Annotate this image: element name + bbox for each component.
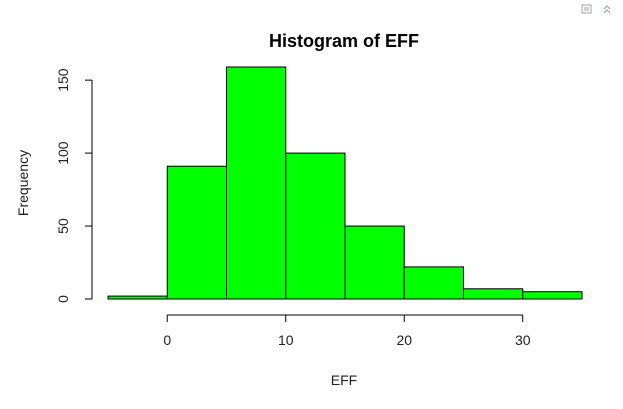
- y-tick-label: 0: [55, 295, 71, 303]
- histogram-bar-0: [107, 295, 168, 300]
- x-tick-label: 0: [163, 332, 171, 348]
- chart-title: Histogram of EFF: [269, 31, 419, 51]
- collapse-up-icon[interactable]: [601, 3, 613, 15]
- y-axis-label: Frequency: [15, 150, 31, 216]
- popout-icon[interactable]: [581, 3, 593, 15]
- x-tick-label: 20: [396, 332, 412, 348]
- histogram-bar-7: [522, 291, 583, 300]
- histogram-bar-1: [166, 165, 227, 300]
- plot-pane-toolbar: [563, 0, 623, 18]
- histogram-bar-6: [463, 288, 524, 300]
- x-tick-label: 10: [278, 332, 294, 348]
- histogram-bar-5: [403, 266, 464, 300]
- bars-group: [107, 66, 583, 300]
- y-tick-label: 50: [55, 218, 71, 234]
- y-tick-label: 100: [55, 141, 71, 165]
- histogram-bar-4: [344, 225, 405, 300]
- histogram-bar-3: [285, 152, 346, 300]
- y-tick-label: 150: [55, 68, 71, 92]
- x-tick-label: 30: [515, 332, 531, 348]
- histogram-bar-2: [226, 66, 287, 300]
- x-axis: 0 10 20 30: [163, 314, 531, 348]
- y-axis: 0 50 100 150: [55, 68, 93, 303]
- x-axis-label: EFF: [331, 372, 357, 388]
